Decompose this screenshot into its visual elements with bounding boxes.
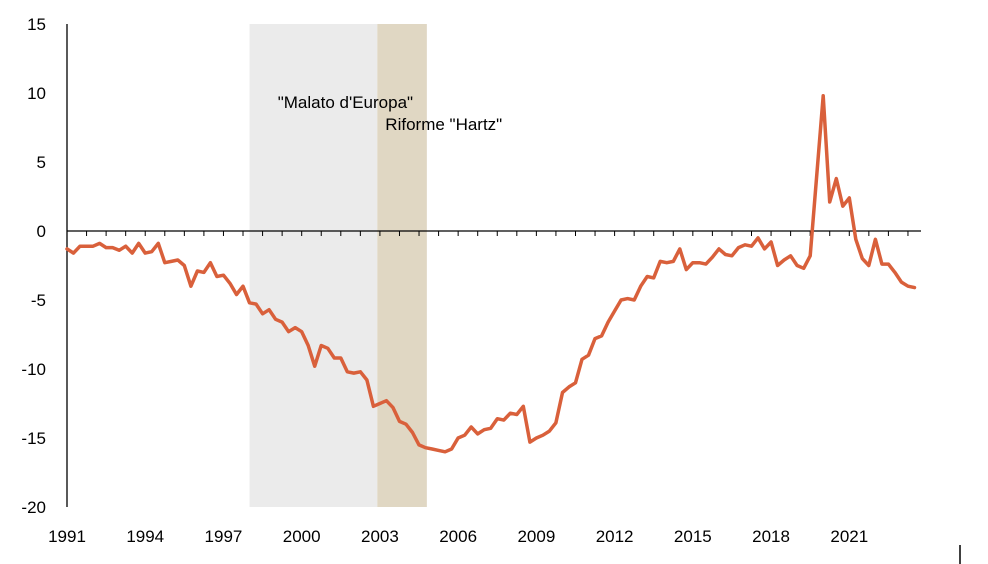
x-axis-tick-labels: 1991 1994 1997 2000 2003 2006 2009 2012 2015 2018… xyxy=(48,527,868,546)
x-tick-label: 2009 xyxy=(517,527,555,546)
shaded-region-2 xyxy=(377,24,427,507)
shaded-regions xyxy=(249,24,427,507)
axes xyxy=(66,24,921,507)
series-line-1 xyxy=(65,94,917,454)
x-tick-label: 1991 xyxy=(48,527,86,546)
y-tick-label: 10 xyxy=(27,84,46,103)
region-label-2: Riforme "Hartz" xyxy=(385,115,502,134)
y-tick-label: -5 xyxy=(31,291,46,310)
y-tick-label: -10 xyxy=(21,360,46,379)
series xyxy=(65,94,917,454)
x-tick-label: 2003 xyxy=(361,527,399,546)
x-tick-label: 2000 xyxy=(283,527,321,546)
x-tick-label: 2018 xyxy=(752,527,790,546)
x-tick-label: 1994 xyxy=(126,527,164,546)
x-tick-label: 2021 xyxy=(830,527,868,546)
region-label-1: "Malato d'Europa" xyxy=(278,93,413,112)
y-tick-label: -15 xyxy=(21,429,46,448)
shaded-region-1 xyxy=(249,24,378,507)
y-tick-label: -20 xyxy=(21,498,46,517)
y-tick-label: 0 xyxy=(37,222,46,241)
x-tick-label: 2012 xyxy=(596,527,634,546)
x-tick-label: 2015 xyxy=(674,527,712,546)
x-tick-label: 1997 xyxy=(205,527,243,546)
y-tick-label: 5 xyxy=(37,153,46,172)
y-tick-label: 15 xyxy=(27,15,46,34)
y-axis-tick-labels: 15 10 5 0 -5 -10 -15 -20 xyxy=(21,15,46,517)
region-annotations: "Malato d'Europa" Riforme "Hartz" xyxy=(278,93,502,134)
x-tick-label: 2006 xyxy=(439,527,477,546)
